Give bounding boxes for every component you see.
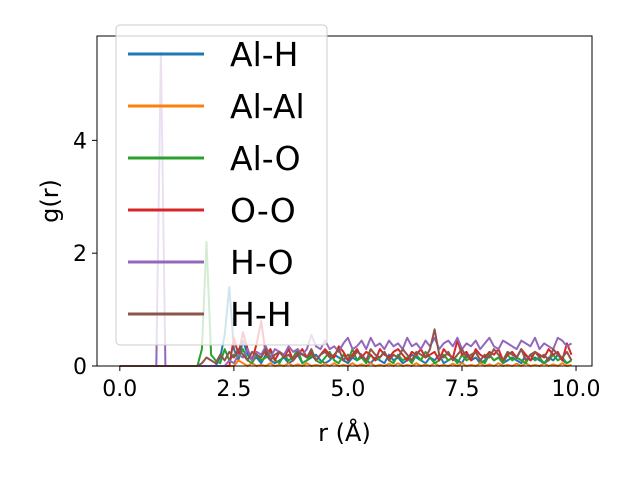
- y-axis-label: g(r): [36, 179, 64, 223]
- y-tick-label: 4: [73, 129, 87, 154]
- x-axis-ticks: 0.0 2.5 5.0 7.5 10.0: [102, 366, 601, 402]
- x-tick-label: 2.5: [216, 377, 251, 402]
- x-tick-label: 5.0: [330, 377, 365, 402]
- legend: Al-H Al-Al Al-O O-O H-O H-H: [115, 24, 328, 346]
- x-axis-label: r (Å): [318, 418, 371, 447]
- x-tick-label: 7.5: [444, 377, 479, 402]
- legend-label: Al-O: [230, 139, 301, 178]
- legend-label: O-O: [230, 191, 296, 230]
- legend-label: Al-H: [230, 35, 298, 74]
- plot-frame: [96, 35, 593, 367]
- x-tick-label: 10.0: [552, 377, 601, 402]
- legend-label: H-H: [230, 295, 292, 334]
- legend-label: H-O: [230, 243, 294, 282]
- y-tick-label: 2: [73, 242, 87, 267]
- y-tick-label: 0: [73, 355, 87, 380]
- x-tick-label: 0.0: [102, 377, 137, 402]
- legend-label: Al-Al: [230, 87, 305, 126]
- y-axis-ticks: 0 2 4: [73, 129, 97, 380]
